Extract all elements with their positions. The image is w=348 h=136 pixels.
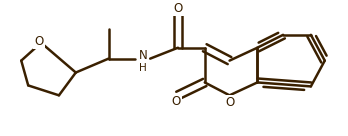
Text: H: H [140,63,147,73]
Text: N: N [139,49,148,62]
Text: O: O [171,95,181,108]
Text: O: O [173,1,183,15]
Text: O: O [34,35,44,48]
Text: O: O [225,96,234,109]
